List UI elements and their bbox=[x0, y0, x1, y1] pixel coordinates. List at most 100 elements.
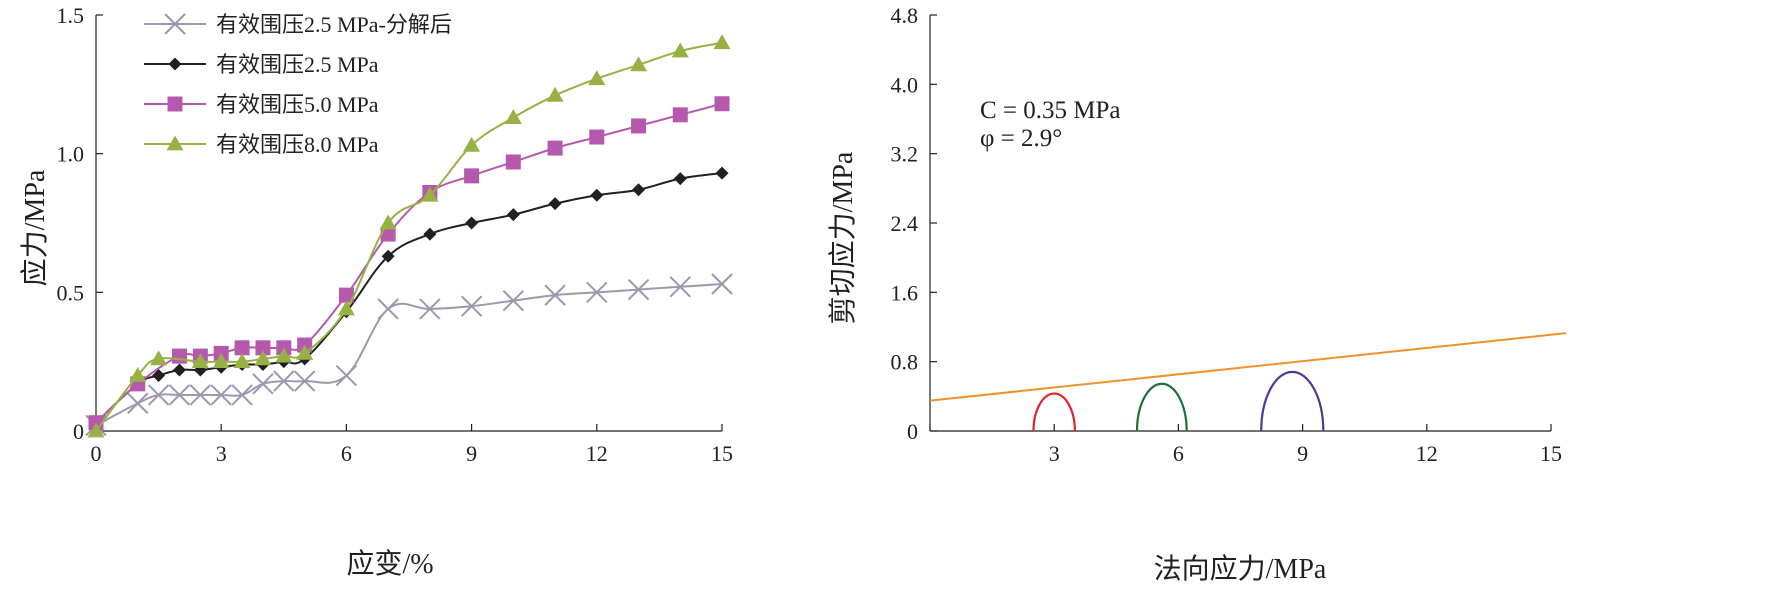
data-point-stroke-b bbox=[502, 289, 525, 312]
x-tick-label: 6 bbox=[341, 441, 352, 466]
data-point-stroke-b bbox=[252, 373, 274, 395]
y-tick-label: 4.8 bbox=[891, 3, 919, 28]
data-point bbox=[381, 249, 395, 263]
data-point bbox=[152, 369, 166, 383]
legend-label: 有效围压2.5 MPa bbox=[216, 52, 379, 77]
data-point bbox=[631, 118, 647, 134]
data-point-stroke-b bbox=[293, 370, 316, 392]
legend-item: 有效围压8.0 MPa bbox=[144, 132, 379, 157]
data-point bbox=[669, 276, 691, 298]
data-point bbox=[504, 109, 522, 124]
y-tick-label: 1.5 bbox=[57, 3, 85, 28]
data-point-stroke-b bbox=[147, 384, 170, 406]
legend-item: 有效围压2.5 MPa bbox=[144, 52, 379, 77]
y-axis-title: 剪切应力/MPa bbox=[827, 151, 859, 324]
data-point bbox=[421, 186, 439, 202]
data-point-stroke-b bbox=[168, 384, 191, 406]
data-point bbox=[715, 166, 729, 180]
data-point bbox=[379, 214, 397, 230]
data-point bbox=[147, 384, 170, 406]
data-point bbox=[273, 370, 295, 392]
x-tick-label: 6 bbox=[1173, 441, 1184, 466]
data-point bbox=[150, 350, 168, 366]
x-tick-label: 0 bbox=[91, 441, 102, 466]
data-point bbox=[338, 287, 354, 303]
x-tick-label: 12 bbox=[586, 441, 608, 466]
legend-marker bbox=[166, 135, 184, 151]
data-point bbox=[506, 208, 520, 222]
data-point bbox=[168, 384, 191, 406]
y-tick-label: 0 bbox=[907, 419, 918, 444]
y-tick-label: 1.0 bbox=[57, 142, 85, 167]
cohesion-annotation: C = 0.35 MPa bbox=[980, 97, 1121, 124]
data-point bbox=[463, 136, 481, 152]
data-point bbox=[127, 392, 149, 414]
data-point bbox=[255, 340, 271, 356]
data-point-stroke-b bbox=[586, 281, 608, 304]
data-point bbox=[337, 300, 355, 316]
friction-angle-annotation: φ = 2.9° bbox=[980, 125, 1062, 152]
mohr-circle-chart: 0 0.8 1.6 2.4 3.2 4.0 4.8 3 6 9 12 15 法向应力/MPa 剪切应力/M… bbox=[827, 3, 1567, 585]
data-point bbox=[586, 281, 608, 304]
data-point-stroke-b bbox=[419, 298, 441, 320]
legend-item: 有效围压5.0 MPa bbox=[144, 92, 379, 117]
y-tick-label: 0.8 bbox=[891, 350, 919, 375]
data-point-stroke-b bbox=[127, 392, 149, 414]
data-point bbox=[547, 140, 563, 156]
data-point bbox=[233, 353, 251, 369]
y-tick-label: 4.0 bbox=[891, 72, 919, 97]
data-point bbox=[632, 183, 646, 197]
data-point bbox=[589, 129, 605, 145]
data-point-stroke-b bbox=[460, 295, 483, 317]
data-point bbox=[252, 373, 274, 395]
x-axis-title: 应变/% bbox=[346, 548, 433, 580]
data-point bbox=[627, 278, 650, 301]
data-point bbox=[464, 168, 480, 184]
data-point bbox=[293, 370, 316, 392]
series-3 bbox=[87, 34, 731, 438]
mohr-circle-2 bbox=[1260, 370, 1325, 432]
mohr-circle-1 bbox=[1135, 382, 1188, 432]
series-line bbox=[95, 41, 723, 432]
data-point bbox=[590, 188, 604, 202]
data-point bbox=[672, 107, 688, 123]
legend-marker bbox=[167, 96, 183, 112]
data-point bbox=[275, 347, 293, 363]
series-0 bbox=[85, 273, 733, 437]
data-point bbox=[505, 154, 521, 170]
data-point bbox=[588, 70, 606, 86]
data-point-stroke-b bbox=[189, 384, 212, 406]
data-point bbox=[713, 34, 731, 50]
data-point bbox=[191, 353, 209, 369]
x-tick-label: 9 bbox=[1297, 441, 1308, 466]
legend-item: 有效围压2.5 MPa-分解后 bbox=[144, 12, 452, 37]
data-point bbox=[171, 348, 187, 364]
data-point bbox=[502, 289, 525, 312]
data-point-stroke-b bbox=[273, 370, 295, 392]
legend-marker bbox=[168, 57, 182, 71]
data-point bbox=[231, 384, 253, 406]
data-point bbox=[673, 172, 687, 186]
legend-marker bbox=[164, 13, 186, 35]
y-tick-label: 3.2 bbox=[891, 142, 919, 167]
y-tick-label: 0.5 bbox=[57, 280, 85, 305]
series-2 bbox=[88, 96, 730, 431]
data-point bbox=[544, 284, 566, 306]
data-point bbox=[630, 56, 648, 72]
legend-label: 有效围压5.0 MPa bbox=[216, 92, 379, 117]
y-tick-label: 1.6 bbox=[891, 280, 919, 305]
y-tick-label: 2.4 bbox=[891, 211, 919, 236]
data-point-stroke-b bbox=[210, 384, 232, 406]
data-point-stroke-b bbox=[669, 276, 691, 298]
data-point bbox=[189, 384, 212, 406]
data-point bbox=[87, 422, 105, 438]
series-line bbox=[95, 283, 723, 427]
data-point bbox=[671, 42, 689, 58]
x-tick-label: 9 bbox=[466, 441, 477, 466]
data-point-stroke-b bbox=[335, 364, 358, 387]
x-tick-label: 15 bbox=[711, 441, 733, 466]
stress-strain-chart: 0 0.5 1.0 1.5 0 3 6 9 12 15 应变/% 应力/MPa 有效围压2.5 MPa-… bbox=[19, 3, 733, 580]
data-point-stroke-b bbox=[711, 273, 733, 295]
